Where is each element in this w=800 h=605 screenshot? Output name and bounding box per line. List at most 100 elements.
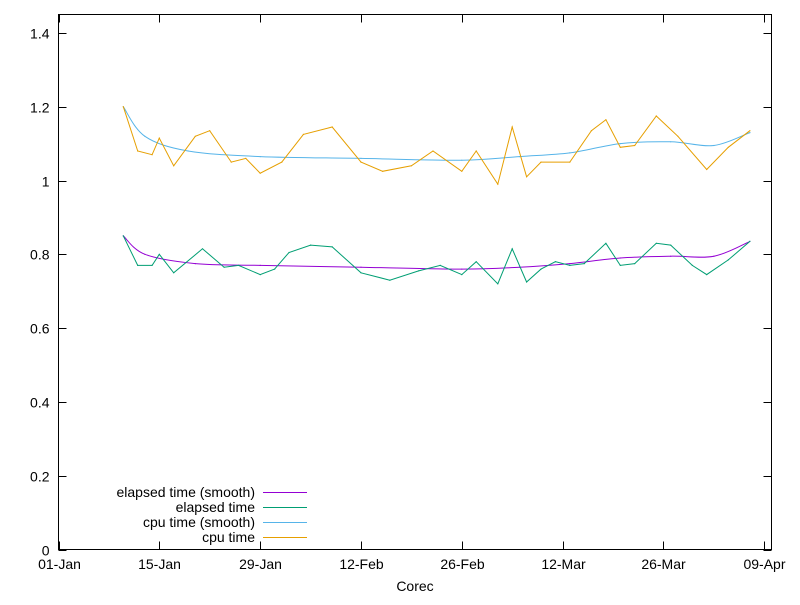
legend-label: elapsed time (176, 499, 256, 515)
data-point (389, 279, 391, 281)
data-point (360, 266, 362, 268)
data-point (432, 150, 434, 152)
data-point (540, 268, 542, 270)
legend-label: elapsed time (smooth) (116, 484, 255, 500)
data-point (583, 263, 585, 265)
x-tick-label: 09-Apr (743, 556, 785, 572)
data-point (634, 263, 636, 265)
data-point (158, 137, 160, 139)
data-point (569, 264, 571, 266)
data-point (619, 257, 621, 259)
data-point (259, 274, 261, 276)
data-point (713, 144, 715, 147)
data-point (634, 144, 636, 147)
data-point (540, 161, 542, 163)
data-point (245, 157, 247, 159)
data-point (461, 170, 463, 172)
data-point (713, 255, 715, 257)
data-point (259, 156, 261, 158)
data-point (360, 272, 362, 274)
legend-label: cpu time (smooth) (143, 514, 255, 530)
data-point (281, 161, 283, 163)
data-point (706, 168, 708, 171)
data-point (382, 170, 384, 172)
data-point (158, 253, 160, 255)
data-point (360, 161, 362, 163)
data-point (238, 264, 240, 266)
data-point (201, 248, 204, 250)
data-point (151, 154, 153, 156)
data-point (677, 135, 679, 137)
series-group (122, 106, 751, 285)
y-tick-label: 1.4 (30, 26, 50, 42)
data-point (569, 263, 571, 265)
data-point (691, 264, 693, 266)
y-tick-label: 0.2 (30, 469, 50, 485)
data-point (670, 244, 672, 246)
data-point (569, 161, 571, 163)
data-point (727, 146, 729, 148)
data-point (230, 161, 232, 163)
data-point (554, 261, 557, 263)
data-point (360, 157, 362, 159)
data-point (526, 281, 528, 283)
data-point (749, 240, 751, 242)
series-line-2 (122, 106, 751, 161)
data-point (749, 130, 751, 132)
data-point (655, 115, 657, 117)
data-point (526, 176, 528, 178)
data-point (475, 261, 477, 263)
data-point (144, 135, 146, 137)
plot-frame (58, 14, 772, 550)
series-line-0 (122, 235, 751, 270)
data-point (569, 152, 571, 154)
data-point (137, 150, 139, 152)
data-point (655, 242, 657, 244)
y-tick-label: 1.2 (30, 100, 50, 116)
data-point (749, 132, 751, 134)
y-tick-label: 0.4 (30, 395, 50, 411)
data-point (706, 274, 708, 276)
data-point (497, 283, 499, 285)
data-point (331, 246, 333, 248)
x-tick-label: 12-Feb (339, 556, 384, 572)
data-point (194, 135, 196, 137)
data-point (144, 253, 146, 255)
data-point (670, 255, 672, 257)
data-point (331, 126, 333, 128)
data-point (619, 264, 621, 266)
y-tick-label: 1 (42, 174, 50, 190)
data-point (209, 130, 211, 132)
data-point (439, 264, 441, 266)
legend-label: cpu time (202, 529, 255, 545)
data-point (670, 141, 672, 143)
data-point (605, 119, 607, 121)
data-point (173, 272, 175, 274)
x-axis: 01-Jan 15-Jan 29-Jan 12-Feb 26-Feb 12-Mar 26-M… (38, 14, 786, 572)
data-point (122, 106, 124, 108)
x-tick-label: 12-Mar (541, 556, 586, 572)
data-point (302, 133, 304, 135)
data-point (619, 143, 621, 145)
data-point (605, 242, 607, 244)
data-point (151, 264, 153, 266)
series-line-3 (122, 106, 751, 186)
data-point (497, 183, 499, 185)
data-point (511, 248, 513, 250)
data-point (461, 159, 463, 161)
y-tick-label: 0.8 (30, 247, 50, 263)
data-point (461, 274, 463, 276)
y-axis: 0 0.2 0.4 0.6 0.8 1 1.2 1.4 (30, 26, 772, 559)
x-tick-label: 29-Jan (239, 556, 282, 572)
data-point (194, 263, 196, 265)
data-point (590, 130, 593, 132)
y-tick-label: 0.6 (30, 321, 50, 337)
data-point (418, 270, 420, 272)
x-tick-label: 01-Jan (38, 556, 81, 572)
x-axis-title: Corec (396, 578, 433, 594)
data-point (727, 259, 729, 261)
data-point (475, 150, 477, 152)
